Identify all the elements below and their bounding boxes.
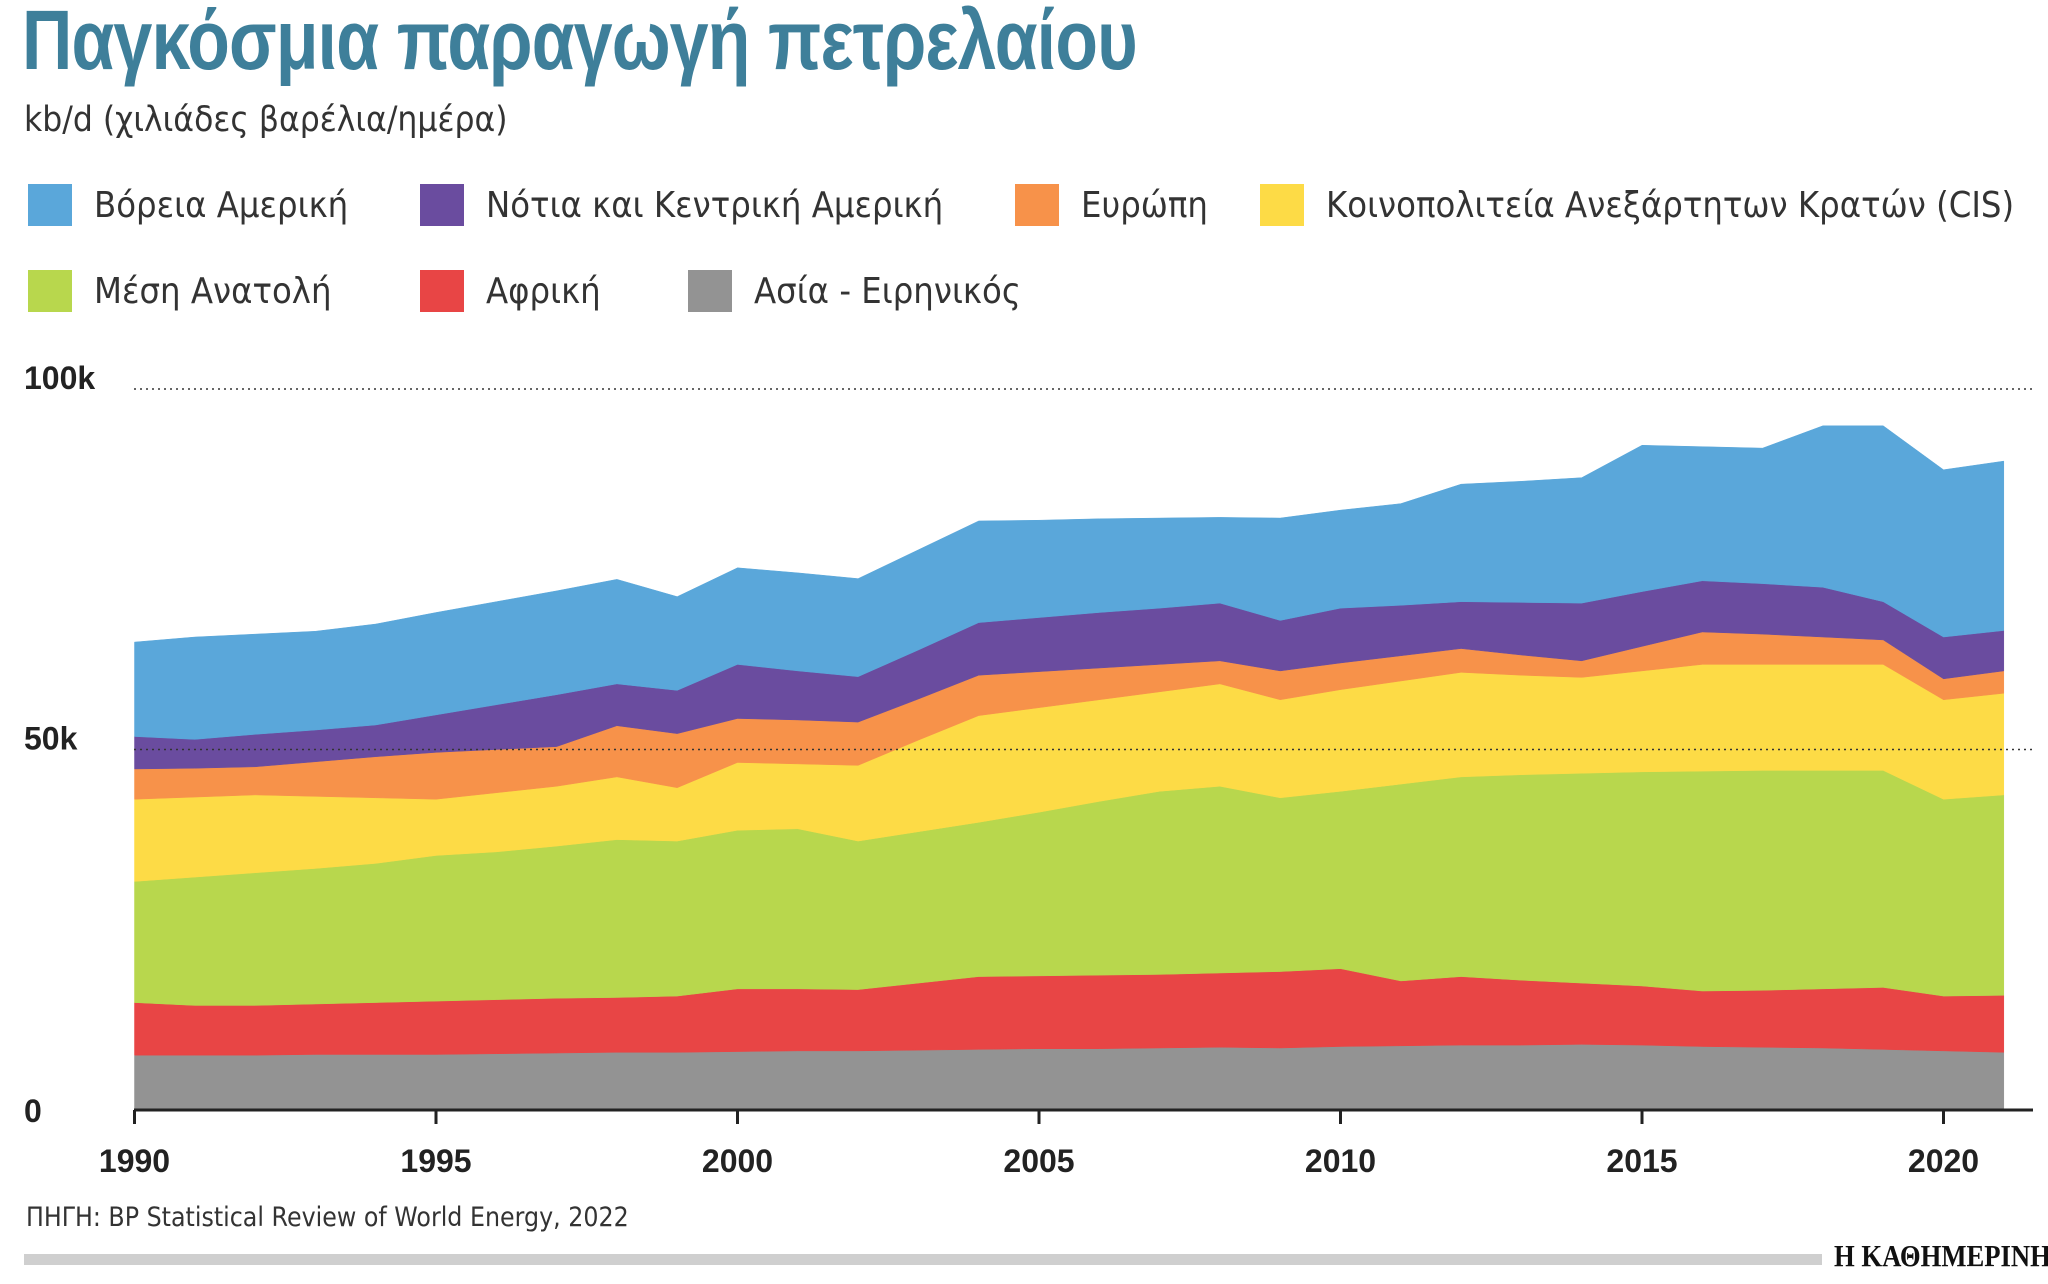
- y-tick-label: 100k: [24, 360, 95, 396]
- legend-swatch: [28, 270, 72, 312]
- chart-subtitle: kb/d (χιλιάδες βαρέλια/ημέρα): [24, 100, 508, 140]
- x-tick-label: 2020: [1908, 1143, 1979, 1179]
- source-note: ΠΗΓΗ: BP Statistical Review of World Ene…: [26, 1202, 629, 1233]
- x-tick-label: 2005: [1003, 1143, 1074, 1179]
- legend-swatch: [420, 270, 464, 312]
- x-tick-label: 1990: [99, 1143, 170, 1179]
- x-tick-label: 2010: [1305, 1143, 1376, 1179]
- legend-swatch: [28, 184, 72, 226]
- legend-item-africa: Αφρική: [420, 270, 613, 312]
- legend-label: Νότια και Κεντρική Αμερική: [486, 184, 944, 226]
- legend-label: Αφρική: [486, 270, 601, 312]
- publisher-logo: Η ΚΑΘΗΜΕΡΙΝΗ: [1834, 1238, 2048, 1273]
- legend-item-asia-pacific: Ασία - Ειρηνικός: [688, 270, 1051, 312]
- y-tick-label: 0: [24, 1093, 42, 1129]
- chart-title: Παγκόσμια παραγωγή πετρελαίου: [22, 0, 1138, 87]
- legend-label: Ασία - Ειρηνικός: [754, 270, 1021, 312]
- legend-item-south-central-america: Νότια και Κεντρική Αμερική: [420, 184, 994, 226]
- x-tick-label: 2015: [1606, 1143, 1677, 1179]
- legend-item-europe: Ευρώπη: [1015, 184, 1222, 226]
- legend-label: Ευρώπη: [1081, 184, 1208, 226]
- legend-label: Μέση Ανατολή: [94, 270, 332, 312]
- legend-label: Βόρεια Αμερική: [94, 184, 349, 226]
- legend-label: Κοινοπολιτεία Ανεξάρτητων Κρατών (CIS): [1326, 184, 2015, 226]
- y-tick-label: 50k: [24, 721, 78, 757]
- legend-item-middle-east: Μέση Ανατολή: [28, 270, 358, 312]
- x-tick-label: 2000: [702, 1143, 773, 1179]
- area-series-6: [134, 425, 2005, 740]
- legend-swatch: [420, 184, 464, 226]
- legend-swatch: [1260, 184, 1304, 226]
- x-tick-label: 1995: [400, 1143, 471, 1179]
- legend-item-cis: Κοινοπολιτεία Ανεξάρτητων Κρατών (CIS): [1260, 184, 2048, 226]
- legend-swatch: [688, 270, 732, 312]
- legend-item-north-america: Βόρεια Αμερική: [28, 184, 376, 226]
- legend-swatch: [1015, 184, 1059, 226]
- footer-divider: [24, 1254, 1822, 1265]
